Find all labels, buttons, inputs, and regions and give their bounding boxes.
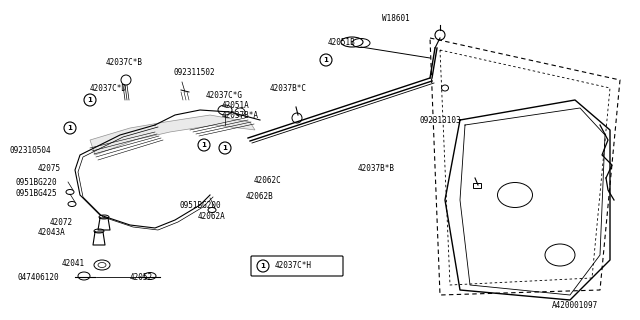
Text: 42043A: 42043A <box>38 228 66 236</box>
Text: 1: 1 <box>202 142 207 148</box>
Text: 092313103: 092313103 <box>420 116 461 124</box>
Text: 42062C: 42062C <box>254 175 282 185</box>
Text: 1: 1 <box>260 263 266 269</box>
Text: 0951BG220: 0951BG220 <box>16 178 58 187</box>
Text: 047406120: 047406120 <box>17 274 59 283</box>
Text: 1: 1 <box>88 97 92 103</box>
Text: 42052: 42052 <box>130 274 153 283</box>
Text: 42062A: 42062A <box>198 212 226 220</box>
Text: 092310504: 092310504 <box>10 146 52 155</box>
Text: A420001097: A420001097 <box>552 301 598 310</box>
Text: 42037B*A: 42037B*A <box>222 110 259 119</box>
Text: 42037B*B: 42037B*B <box>358 164 395 172</box>
Text: 42072: 42072 <box>50 218 73 227</box>
Text: 42037C*G: 42037C*G <box>206 91 243 100</box>
Text: 42037C*H: 42037C*H <box>275 261 312 270</box>
Text: W18601: W18601 <box>382 13 410 22</box>
Text: 42051B: 42051B <box>328 37 356 46</box>
Text: 0951BG425: 0951BG425 <box>16 188 58 197</box>
Text: 42037B*C: 42037B*C <box>270 84 307 92</box>
Text: 42037C*D: 42037C*D <box>90 84 127 92</box>
Text: 42062B: 42062B <box>246 191 274 201</box>
Text: 1: 1 <box>68 125 72 131</box>
Text: 42075: 42075 <box>38 164 61 172</box>
Text: 42041: 42041 <box>62 260 85 268</box>
Text: 1: 1 <box>223 145 227 151</box>
Text: 1: 1 <box>324 57 328 63</box>
Polygon shape <box>90 115 255 155</box>
Text: 42037C*B: 42037C*B <box>106 58 143 67</box>
Text: 0951BG200: 0951BG200 <box>180 201 221 210</box>
Text: 42051A: 42051A <box>222 100 250 109</box>
Text: 092311502: 092311502 <box>173 68 214 76</box>
Bar <box>473 183 481 188</box>
